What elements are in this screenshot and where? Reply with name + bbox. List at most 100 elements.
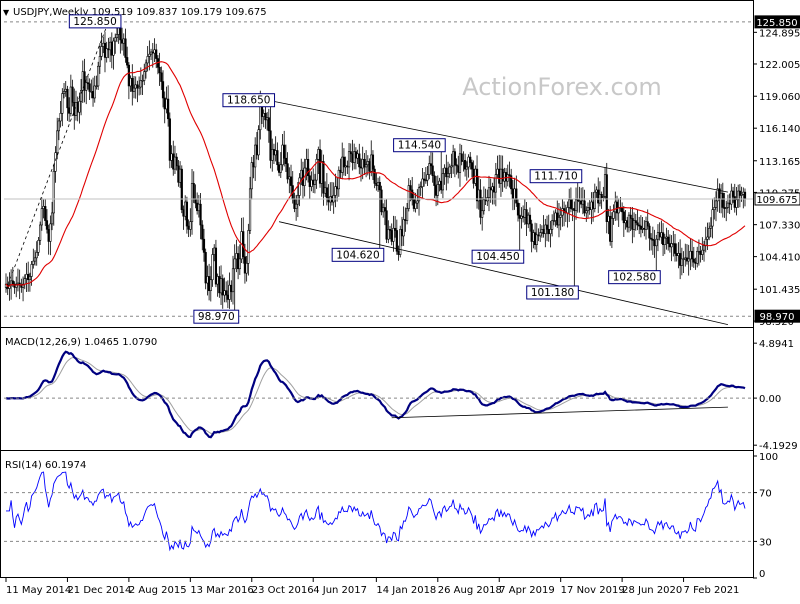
candle-body [417,187,421,202]
candle-body [513,188,516,200]
candle-body [281,144,284,166]
candle-body [735,199,738,208]
candle-body [209,279,212,291]
candle-body [559,214,562,218]
candle-body [723,207,726,209]
candle-body [515,188,518,204]
candle-body [148,53,151,57]
candle-body [593,191,596,209]
annotation-label: 104.450 [476,251,519,263]
candle-body [170,153,173,161]
candle-body [726,202,730,208]
candle-body [368,161,371,172]
candle-body [341,156,344,173]
candle-body [730,190,733,205]
candle-body [692,258,695,263]
candle-body [376,181,380,186]
candle-body [184,201,187,217]
annotation-box [393,138,446,153]
candle-body [650,237,653,240]
candle-body [687,258,690,262]
candle-body [399,229,402,255]
candle-body [120,39,124,44]
candle-body [641,227,644,230]
candle-body [679,253,682,266]
candle-body [544,224,547,235]
candle-body [221,278,224,296]
candle-body [146,56,149,64]
x-tick-label: 26 Aug 2018 [438,585,502,596]
candle-body [607,215,610,222]
candle-body [742,191,745,195]
candle-body [539,232,542,237]
candle-body [347,151,351,168]
candle-body [324,187,327,194]
candle-body [322,161,325,194]
candle-body [528,214,532,225]
candle-body [42,206,45,209]
candle-body [655,238,658,247]
candle-body [472,168,475,184]
candle-body [127,64,130,87]
candle-body [163,97,166,110]
candle-body [325,187,328,198]
candle-body [267,117,270,132]
candle-body [624,220,627,224]
candle-body [522,215,525,218]
candle-body [47,229,50,242]
candle-body [289,176,293,186]
candle-body [180,168,183,210]
candle-body [197,203,200,212]
candle-body [211,254,214,281]
candle-body [136,84,139,89]
rsi-tick-label: 100 [759,452,778,463]
candle-body [27,273,30,281]
candle-body [455,164,458,167]
candle-body [45,220,49,230]
candle-body [660,232,663,238]
candle-body [233,258,236,270]
candle-body [339,169,342,173]
candle-body [103,42,107,58]
candle-body [433,175,436,186]
candle-body [8,284,11,289]
candle-body [743,191,747,200]
annotation-label: 98.970 [198,311,235,323]
candle-body [588,207,591,210]
candle-body [643,227,646,230]
x-tick-label: 23 Oct 2016 [252,585,314,596]
candle-body [21,283,25,288]
candle-body [503,172,506,182]
candle-body [493,186,496,193]
candle-body [138,86,141,89]
candle-body [288,176,291,180]
candle-body [356,153,359,159]
candle-body [457,165,460,173]
candle-body [465,166,468,170]
candle-body [436,184,439,196]
candle-body [434,185,438,196]
candle-body [155,49,158,59]
candle-body [721,192,724,208]
candle-body [317,149,320,160]
candle-body [52,171,55,214]
candle-body [638,224,641,227]
candle-body [590,201,593,210]
candle-body [242,231,245,258]
candle-body [648,225,651,239]
candle-body [576,199,579,202]
candle-body [54,152,57,172]
candle-body [132,87,136,92]
y-tick-label: 104.410 [759,253,800,264]
candle-body [172,153,175,170]
candle-body [629,214,632,219]
candle-body [450,165,453,168]
candle-body [158,67,161,74]
candle-body [264,113,267,121]
candle-body [277,164,281,173]
candle-body [520,215,523,219]
candle-body [78,100,81,113]
candle-body [706,236,709,240]
candle-body [414,202,417,209]
high-level-tag: 125.850 [754,15,800,29]
